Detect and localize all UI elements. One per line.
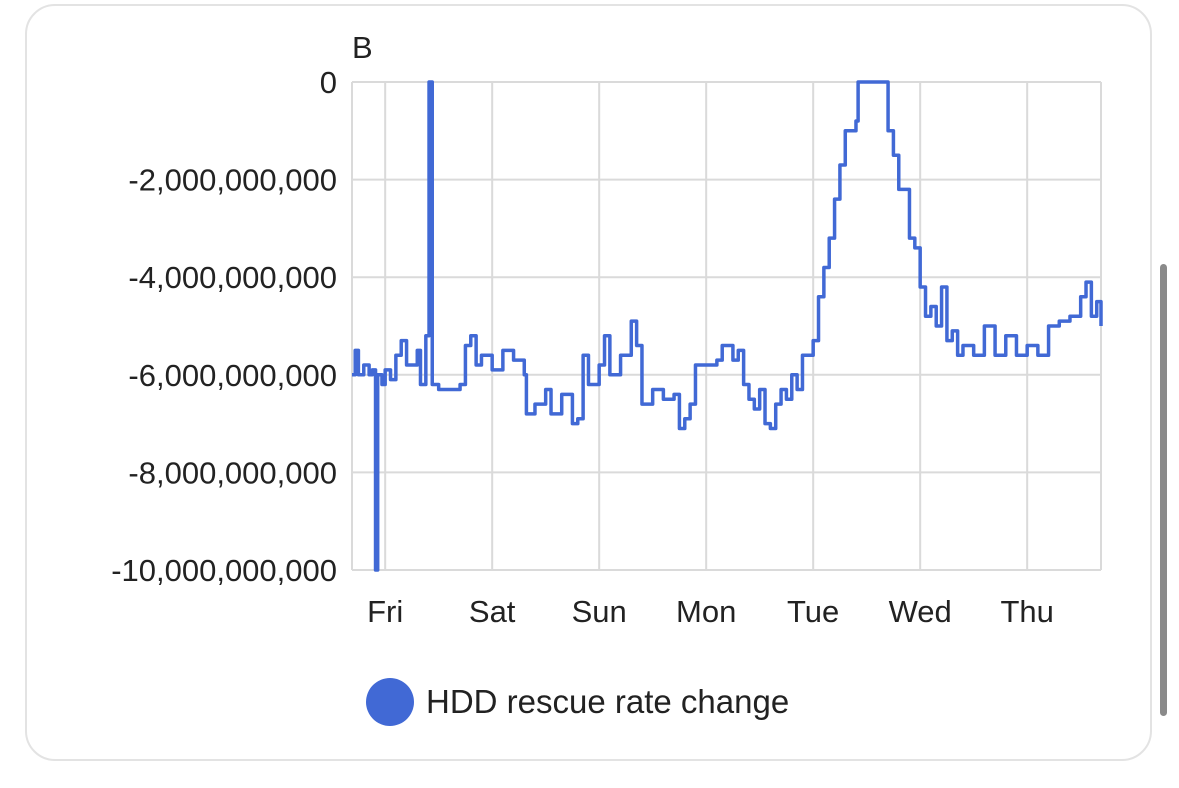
legend-label: HDD rescue rate change [426,683,790,720]
y-tick-label: -6,000,000,000 [128,358,337,393]
x-tick-label: Sat [469,594,516,629]
y-tick-label: -8,000,000,000 [128,455,337,490]
y-tick-label: -4,000,000,000 [128,260,337,295]
x-tick-label: Thu [1000,594,1053,629]
x-tick-label: Fri [367,594,403,629]
x-tick-label: Tue [787,594,839,629]
y-axis-unit-label: B [352,30,373,65]
series-line-hdd-rescue-rate-change [352,80,1103,572]
legend-marker [366,678,414,726]
legend: HDD rescue rate change [366,678,789,726]
y-tick-label: -10,000,000,000 [111,553,337,588]
x-tick-label: Mon [676,594,736,629]
x-tick-label: Wed [889,594,952,629]
y-tick-label: 0 [320,65,337,100]
x-tick-label: Sun [572,594,627,629]
y-tick-label: -2,000,000,000 [128,163,337,198]
scrollbar[interactable] [1160,264,1167,716]
